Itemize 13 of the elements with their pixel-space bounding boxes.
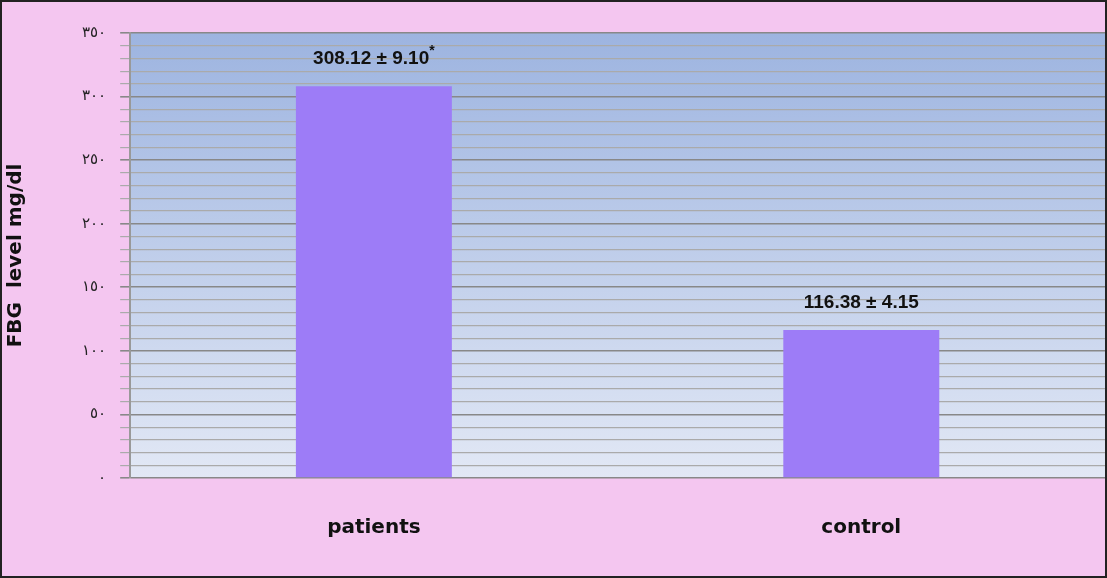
y-tick-label: ٢٥٠ [82,150,107,169]
y-tick-label: ٥٠ [90,404,107,423]
data-label: 116.38 ± 4.15 [803,291,920,313]
y-tick-label: ٢٠٠ [82,213,107,232]
y-tick-label: ٣٥٠ [82,22,107,41]
x-tick-label: control [821,514,902,539]
y-tick-label: ١٠٠ [82,340,107,359]
y-axis-title: FBG level mg/dl [2,163,27,348]
y-tick-label: ٠ [98,467,107,486]
y-tick-label: ١٥٠ [82,277,107,296]
x-tick-label: patients [327,514,421,539]
y-tick-label: ٣٠٠ [82,86,107,105]
data-label: 308.12 ± 9.10* [313,42,436,69]
